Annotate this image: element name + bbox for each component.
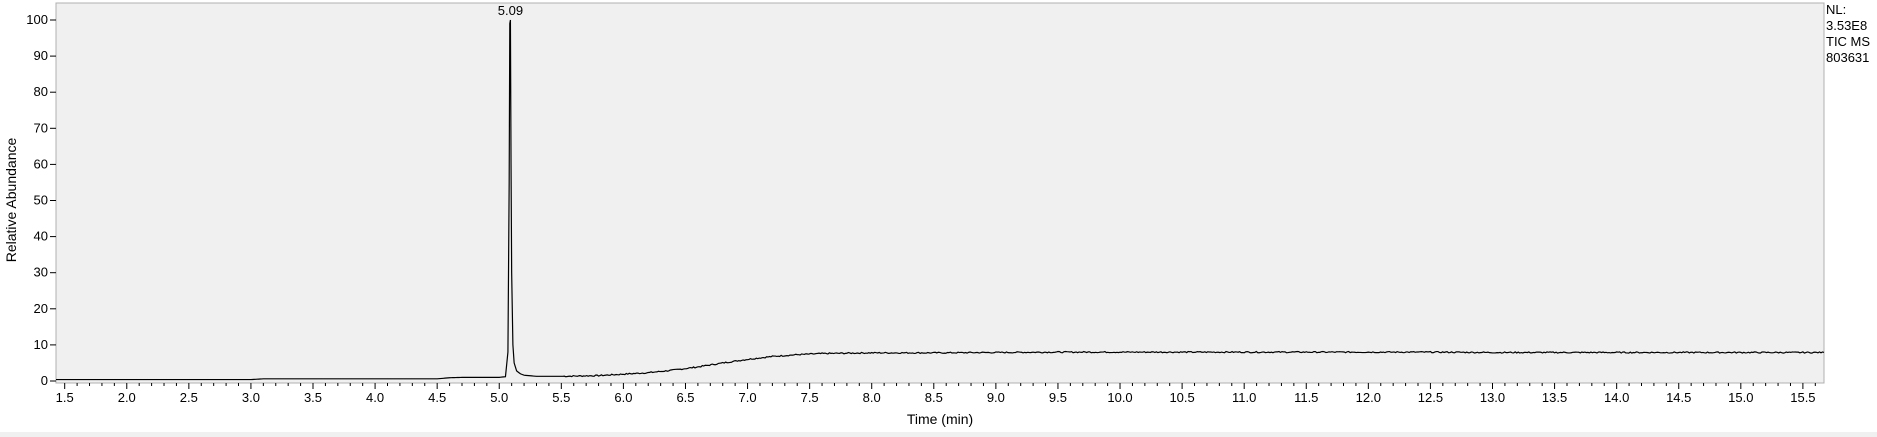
x-tick-label: 9.5 bbox=[1049, 390, 1067, 405]
x-tick-label: 10.0 bbox=[1107, 390, 1132, 405]
bottom-strip bbox=[0, 432, 1877, 437]
x-tick-label: 6.5 bbox=[676, 390, 694, 405]
scan-type: TIC MS bbox=[1826, 34, 1871, 49]
x-tick-label: 4.5 bbox=[428, 390, 446, 405]
x-tick-label: 1.5 bbox=[56, 390, 74, 405]
peak-label: 5.09 bbox=[498, 3, 523, 18]
x-tick-label: 4.0 bbox=[366, 390, 384, 405]
x-tick-label: 13.5 bbox=[1542, 390, 1567, 405]
y-tick-label: 10 bbox=[34, 337, 48, 352]
x-tick-label: 7.5 bbox=[801, 390, 819, 405]
x-tick-label: 9.0 bbox=[987, 390, 1005, 405]
x-tick-label: 2.5 bbox=[180, 390, 198, 405]
x-tick-label: 10.5 bbox=[1169, 390, 1194, 405]
x-tick-label: 3.5 bbox=[304, 390, 322, 405]
x-tick-label: 6.0 bbox=[614, 390, 632, 405]
y-tick-label: 30 bbox=[34, 265, 48, 280]
x-tick-label: 15.0 bbox=[1728, 390, 1753, 405]
x-tick-label: 11.5 bbox=[1294, 390, 1318, 405]
x-tick-label: 12.5 bbox=[1418, 390, 1443, 405]
x-tick-label: 15.5 bbox=[1790, 390, 1815, 405]
x-axis-title: Time (min) bbox=[907, 411, 973, 427]
x-tick-label: 5.5 bbox=[552, 390, 570, 405]
plot-area bbox=[55, 2, 1825, 384]
y-tick-label: 100 bbox=[26, 12, 48, 27]
y-tick-label: 60 bbox=[34, 156, 48, 171]
x-tick-label: 8.0 bbox=[863, 390, 881, 405]
y-tick-label: 70 bbox=[34, 120, 48, 135]
tic-trace bbox=[56, 19, 1825, 381]
scan-id: 803631 bbox=[1826, 50, 1870, 65]
x-tick-label: 11.0 bbox=[1232, 390, 1256, 405]
info-panel: NL: 3.53E8 TIC MS 803631 bbox=[1826, 2, 1870, 66]
x-axis: 1.5 2.0 2.5 3.0 3.5 4.0 4.5 5.0 5.5 6.0 6.5 7.0 7.5 8… bbox=[56, 383, 1816, 405]
x-tick-label: 8.5 bbox=[925, 390, 943, 405]
x-tick-label: 5.0 bbox=[490, 390, 508, 405]
nl-label: NL: bbox=[1826, 2, 1847, 17]
x-tick-label: 14.0 bbox=[1604, 390, 1629, 405]
x-tick-label: 13.0 bbox=[1480, 390, 1505, 405]
x-tick-label: 2.0 bbox=[118, 390, 136, 405]
y-axis-title: Relative Abundance bbox=[3, 138, 19, 263]
x-tick-label: 14.5 bbox=[1666, 390, 1691, 405]
y-tick-label: 50 bbox=[34, 193, 48, 208]
y-tick-label: 0 bbox=[41, 373, 48, 388]
annotation-layer: 5.09 bbox=[498, 3, 523, 18]
series-layer bbox=[56, 19, 1825, 381]
y-axis: 0 10 20 30 40 50 60 70 80 90 100 bbox=[26, 12, 56, 388]
nl-value: 3.53E8 bbox=[1826, 18, 1868, 33]
y-tick-label: 20 bbox=[34, 301, 48, 316]
y-tick-label: 40 bbox=[34, 229, 48, 244]
x-tick-label: 12.0 bbox=[1356, 390, 1381, 405]
y-tick-label: 80 bbox=[34, 84, 48, 99]
x-tick-label: 7.0 bbox=[739, 390, 757, 405]
x-tick-label: 3.0 bbox=[242, 390, 260, 405]
y-tick-label: 90 bbox=[34, 48, 48, 63]
